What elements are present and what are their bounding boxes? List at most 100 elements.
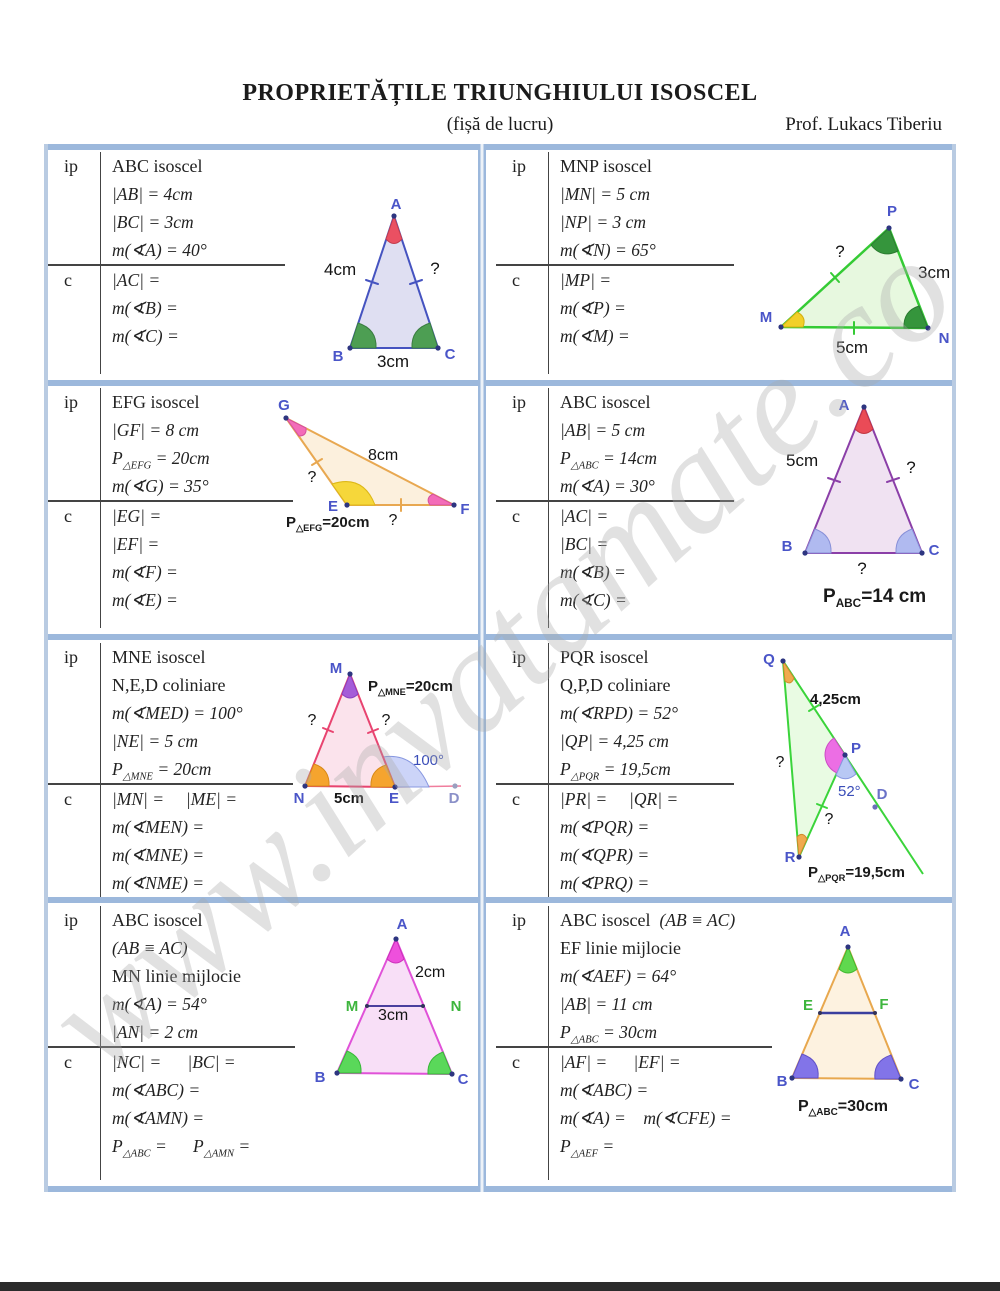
table-border-top [44,144,956,150]
tick-mark [365,279,379,285]
math-line: |GF| = 8 cm [112,420,200,440]
vertex-dot [925,325,931,331]
problem-cell-6: ip PQR isoscel Q,P,D coliniare m(∢RPD) = 5… [496,643,796,897]
math-line: m(∢PQR) = [560,816,650,837]
math-line: m(∢B) = [560,561,626,582]
angle-mark-RPD [835,753,857,780]
caption-p: P [368,678,379,695]
side-label-ne: 5cm [334,790,364,807]
math-line: |AN| = 2 cm [112,1022,199,1042]
ip-c-divider [48,264,285,266]
ip-section: ip ABC isoscel (AB ≡ AC) MN linie mijlocie… [48,906,358,1046]
ip-section: ip MNE isoscel N,E,D coliniare m(∢MED) = 1… [48,643,358,783]
vertex-label-D: D [877,786,888,803]
c-label: c [64,1051,72,1072]
ip-section: ip ABC isoscel |AB| = 4cm |BC| = 3cm m(∢A) … [48,152,358,264]
vertex-dot [344,502,350,508]
tick-mark [311,458,323,466]
problem-cell-1: ip ABC isoscel |AB| = 4cm |BC| = 3cm m(∢A) … [48,152,358,374]
vertex-dot [347,345,353,351]
math-line: m(∢AMN) = [112,1107,205,1128]
math-line: P△ABC = P△AMN = [112,1135,251,1160]
page-subtitle: (fișă de lucru) [446,114,554,135]
problem-cell-2: ip MNP isoscel |MN| = 5 cm |NP| = 3 cm m(∢N… [496,152,796,374]
math-line: |AC| = [560,505,609,526]
ip-c-divider [48,1046,295,1048]
math-line: MNP isoscel [560,156,652,176]
angle-mark-QPR [824,737,846,774]
tick-mark [830,272,840,283]
angle-mark-A [385,214,403,244]
math-line: |PR| = |QR| = [560,788,679,809]
math-line: P△EFG = 20cm [112,448,210,472]
diagram-caption-mne: P△MNE=20cm [368,678,453,698]
vertex-label-M: M [760,309,773,326]
angle-mark-B [804,528,832,554]
vertex-dot [391,213,397,219]
table-border-row3 [44,897,956,903]
ip-section: ip ABC isoscel (AB ≡ AC) EF linie mijloci… [496,906,796,1046]
math-line: |AB| = 5 cm [560,420,646,440]
c-label: c [512,269,520,290]
angle-mark-C [427,1051,453,1075]
caption-sub: ABC [835,596,862,610]
math-line: |NE| = 5 cm [112,731,199,751]
ip-content: ABC isoscel |AB| = 4cm |BC| = 3cm m(∢A) = 4… [100,152,358,264]
angle-mark-P [870,227,899,255]
ip-label: ip [64,910,79,930]
math-line: |MP| = [560,269,612,290]
angle-mark-C [874,1054,902,1080]
math-line: EF linie mijlocie [560,938,681,958]
vertex-dot [796,854,802,860]
c-section: c |AC| = m(∢B) = m(∢C) = [48,265,358,374]
ip-c-divider [48,783,293,785]
math-line: ABC isoscel [560,392,651,412]
math-line: m(∢A) = m(∢CFE) = [560,1107,732,1128]
page-title: PROPRIETĂȚILE TRIUNGHIULUI ISOSCEL [242,80,758,106]
vertex-label-B: B [315,1069,326,1086]
angle-label-100: 100° [413,752,444,769]
math-line: m(∢MED) = 100° [112,703,243,723]
side-label-qp: 4,25cm [810,691,861,708]
vertex-label-F: F [460,501,469,518]
side-label-mn: ? [308,712,317,729]
math-line: P△AEF = [560,1135,615,1160]
math-line: m(∢F) = [112,561,178,582]
ip-section: ip PQR isoscel Q,P,D coliniare m(∢RPD) = 5… [496,643,796,783]
angle-mark-A [854,405,874,434]
math-line: ABC isoscel [112,910,203,930]
c-section: c |EG| = |EF| = m(∢F) = m(∢E) = [48,501,358,628]
triangle-diagram-7: A B C M N 2cm 3cm [312,916,487,1093]
triangle-diagram-1: A B C 4cm ? 3cm [300,163,490,375]
math-line: m(∢C) = [112,325,179,346]
tick-mark [886,477,900,483]
ip-content: ABC isoscel (AB ≡ AC) MN linie mijlocie m(∢… [100,906,358,1046]
triangle-outline [779,226,930,330]
vertex-label-P: P [851,740,861,757]
c-label: c [64,269,72,290]
ip-label: ip [64,156,79,176]
midpoint-label-E: E [803,997,813,1014]
vertex-label-P: P [887,203,897,220]
c-label: c [512,788,520,809]
math-line: m(∢RPD) = 52° [560,703,679,723]
vertex-label-E: E [328,498,338,515]
vertex-label-B: B [333,348,344,365]
math-line: m(∢MNE) = [112,844,205,865]
math-line: m(∢A) = 40° [112,240,207,260]
table-border-row1 [44,380,956,386]
math-line: P△ABC = 30cm [560,1022,658,1046]
angle-mark-N [903,305,929,329]
math-line: m(∢N) = 65° [560,240,656,260]
diagram-caption-abc4: PABC=14 cm [823,586,926,610]
angle-mark-E [370,764,396,788]
c-content: |EG| = |EF| = m(∢F) = m(∢E) = [100,501,358,628]
tick-mark [808,704,820,712]
ip-content: ABC isoscel |AB| = 5 cm P△ABC = 14cm m(∢A) … [548,388,796,500]
side-label-ef: ? [389,512,398,529]
vertex-label-C: C [929,542,940,559]
caption-sub: △PQR [818,873,846,883]
c-content: |MN| = |ME| = m(∢MEN) = m(∢MNE) = m(∢NME) = [100,784,358,897]
math-line: N,E,D coliniare [112,675,226,695]
side-label-an: 2cm [415,964,445,981]
